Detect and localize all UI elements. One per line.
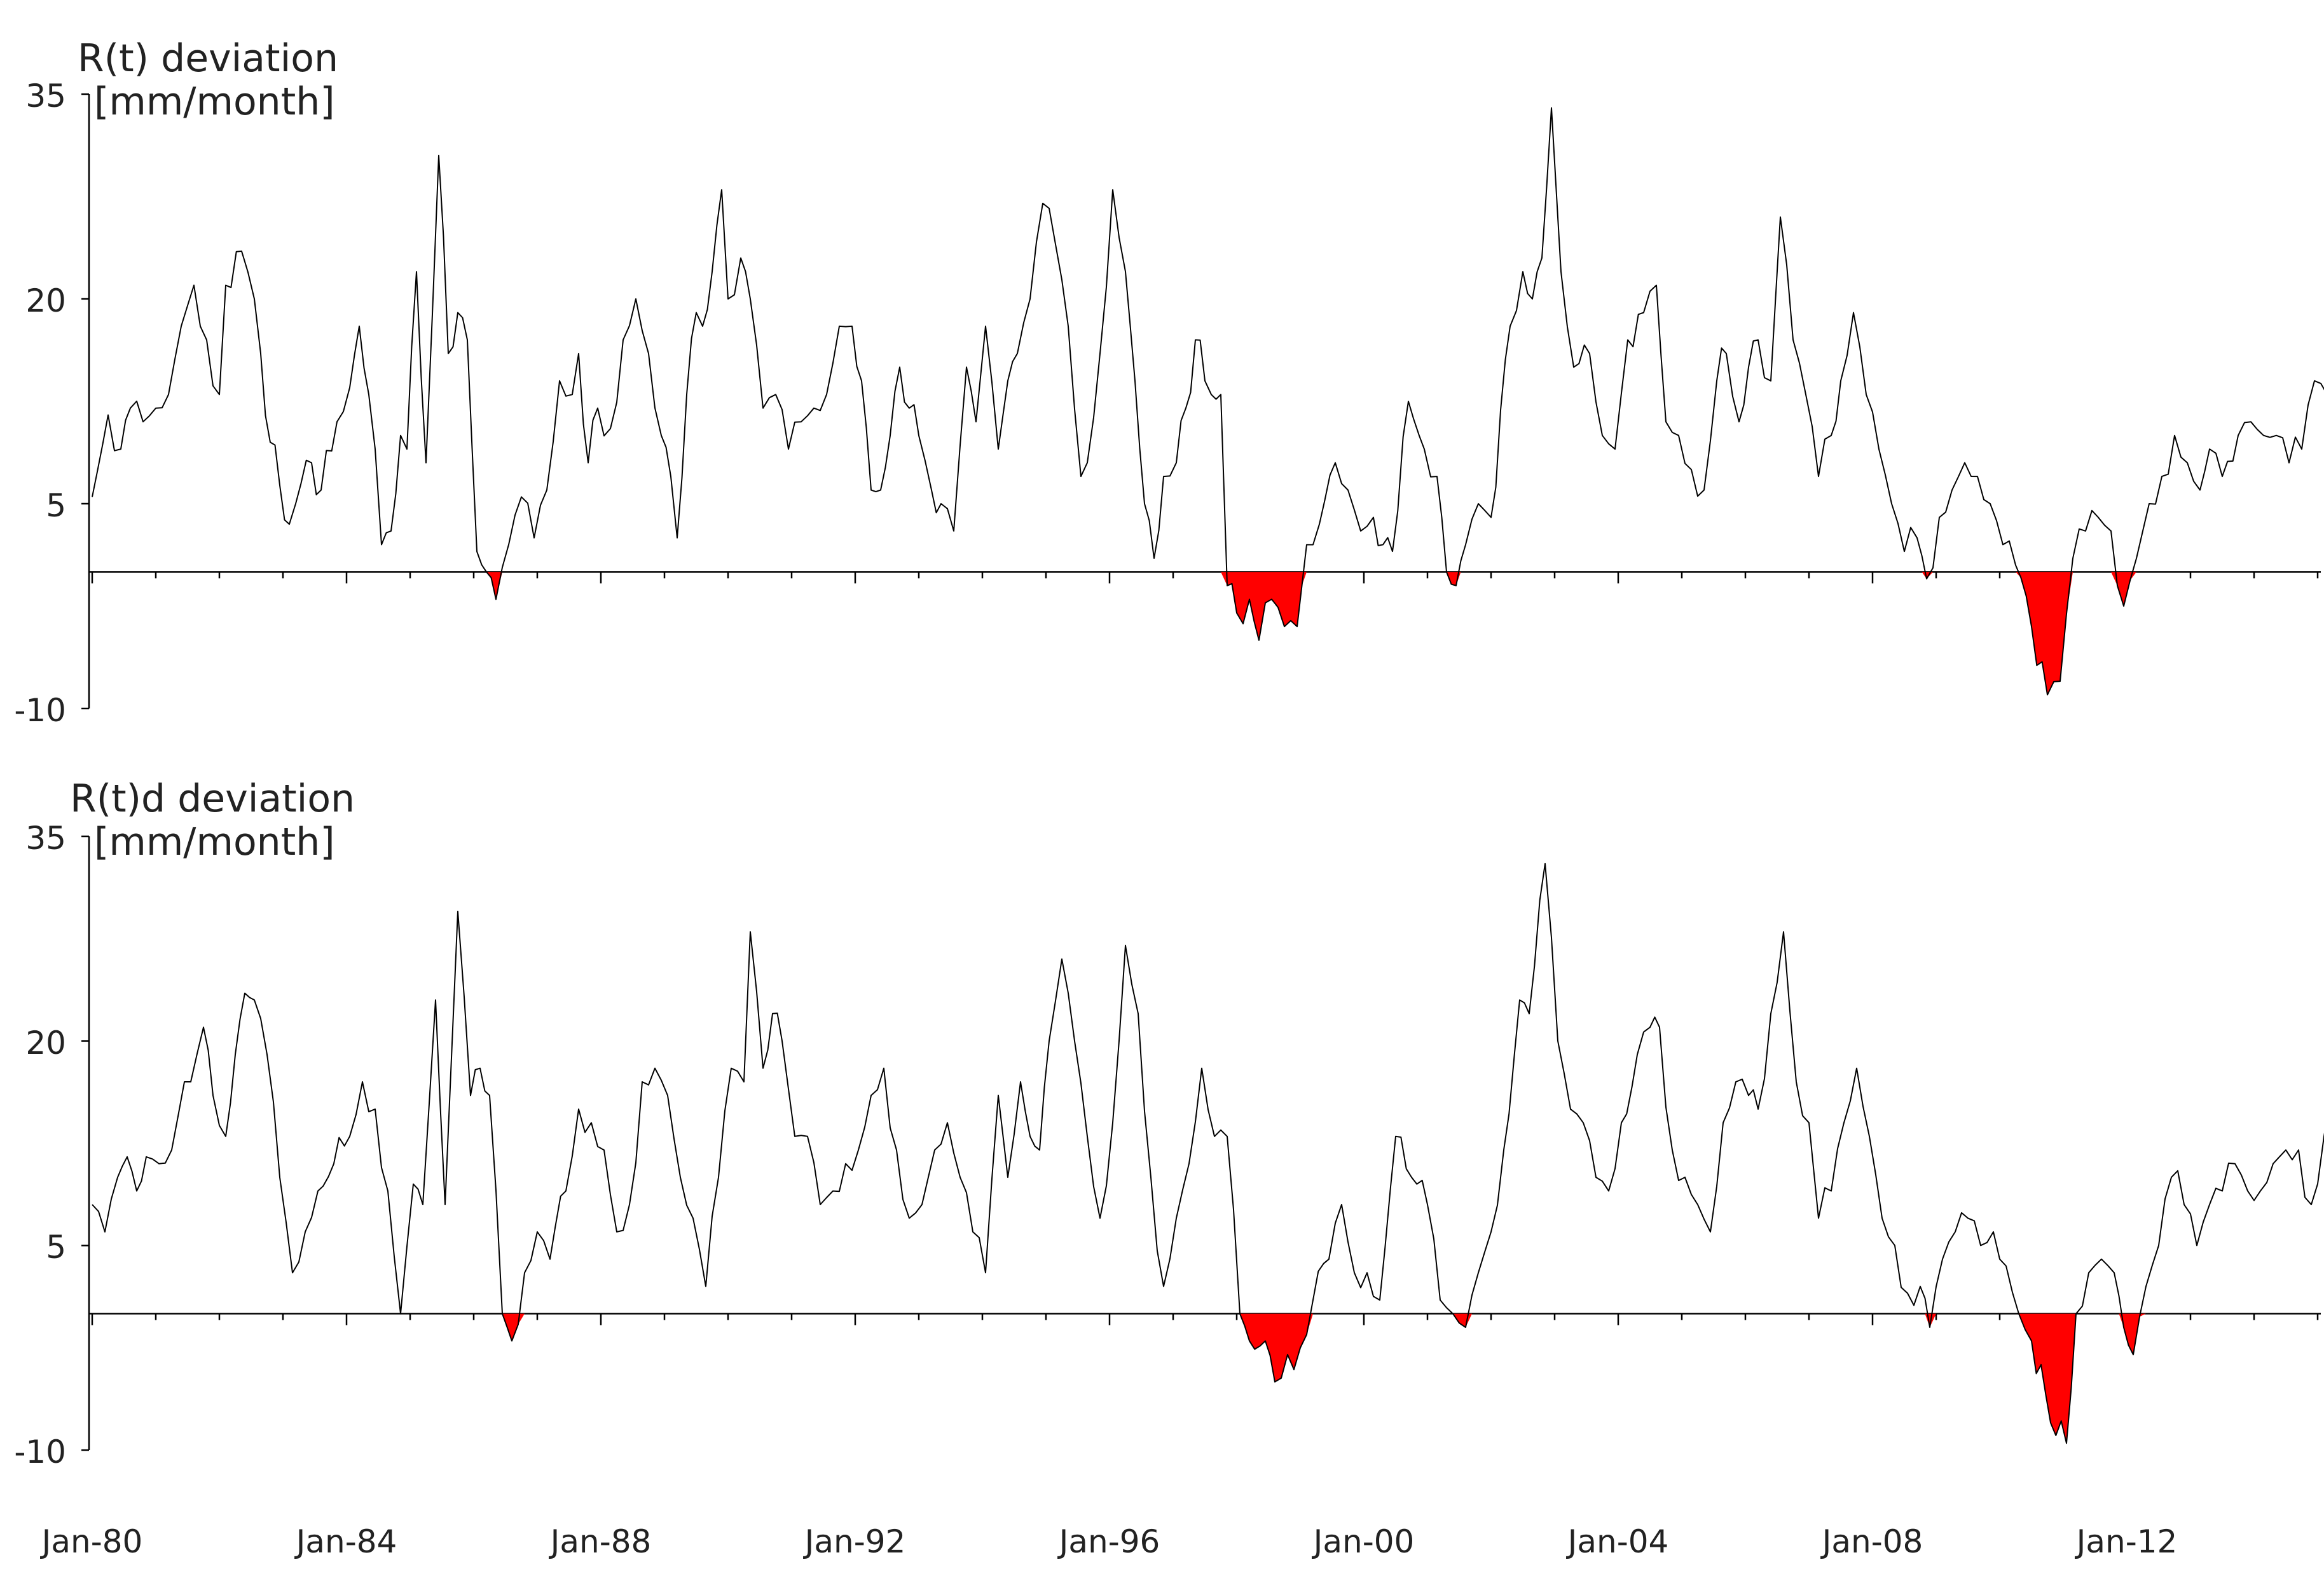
- x-tick-label: Jan-80: [40, 1523, 143, 1560]
- x-tick-label: Jan-12: [2075, 1523, 2178, 1560]
- panel-bottom: R(t)d deviation [mm/month] 35 20 5 -10: [14, 777, 2324, 1470]
- panel-top-ytick-label: 5: [46, 487, 66, 524]
- panel-top-ylabel-line1: R(t) deviation: [78, 36, 338, 81]
- panel-bottom-ylabel-line2: [mm/month]: [94, 820, 335, 864]
- panel-top-series-line: [92, 107, 2324, 696]
- panel-top: R(t) deviation [mm/month] 35 20 5 -10: [14, 36, 2324, 729]
- panel-bottom-plot-area: [81, 835, 2324, 1451]
- panel-bottom-ytick-label: 35: [25, 820, 66, 857]
- panel-top-plot-area: [81, 93, 2324, 710]
- panel-top-ylabel-line2: [mm/month]: [94, 79, 335, 124]
- panel-top-ytick-label: -10: [14, 692, 66, 729]
- panel-top-ytick-label: 20: [25, 282, 66, 319]
- panel-bottom-series-line: [92, 862, 2324, 1444]
- x-tick-label: Jan-84: [294, 1523, 397, 1560]
- panel-bottom-ylabel-line1: R(t)d deviation: [70, 777, 355, 821]
- x-tick-label: Jan-96: [1057, 1523, 1160, 1560]
- panel-bottom-ytick-label: -10: [14, 1434, 66, 1470]
- x-tick-label: Jan-00: [1312, 1523, 1415, 1560]
- panel-bottom-ytick-label: 20: [25, 1025, 66, 1061]
- x-tick-label: Jan-04: [1566, 1523, 1669, 1560]
- panel-bottom-ytick-label: 5: [46, 1229, 66, 1266]
- x-axis-labels: Jan-80 Jan-84 Jan-88 Jan-92 Jan-96 Jan-0…: [40, 1523, 2178, 1560]
- panel-top-ytick-label: 35: [25, 78, 66, 114]
- x-tick-label: Jan-08: [1820, 1523, 1923, 1560]
- x-tick-label: Jan-88: [549, 1523, 652, 1560]
- x-tick-label: Jan-92: [803, 1523, 906, 1560]
